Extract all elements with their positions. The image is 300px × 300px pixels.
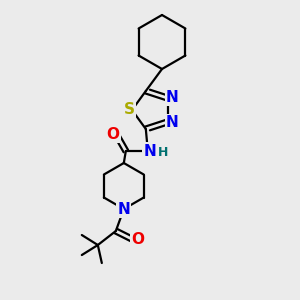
Text: N: N bbox=[166, 90, 178, 105]
Text: S: S bbox=[124, 103, 134, 118]
Text: N: N bbox=[117, 202, 130, 217]
Text: O: O bbox=[131, 232, 144, 247]
Text: H: H bbox=[158, 146, 168, 159]
Text: N: N bbox=[143, 143, 156, 158]
Text: N: N bbox=[166, 115, 178, 130]
Text: O: O bbox=[106, 127, 119, 142]
